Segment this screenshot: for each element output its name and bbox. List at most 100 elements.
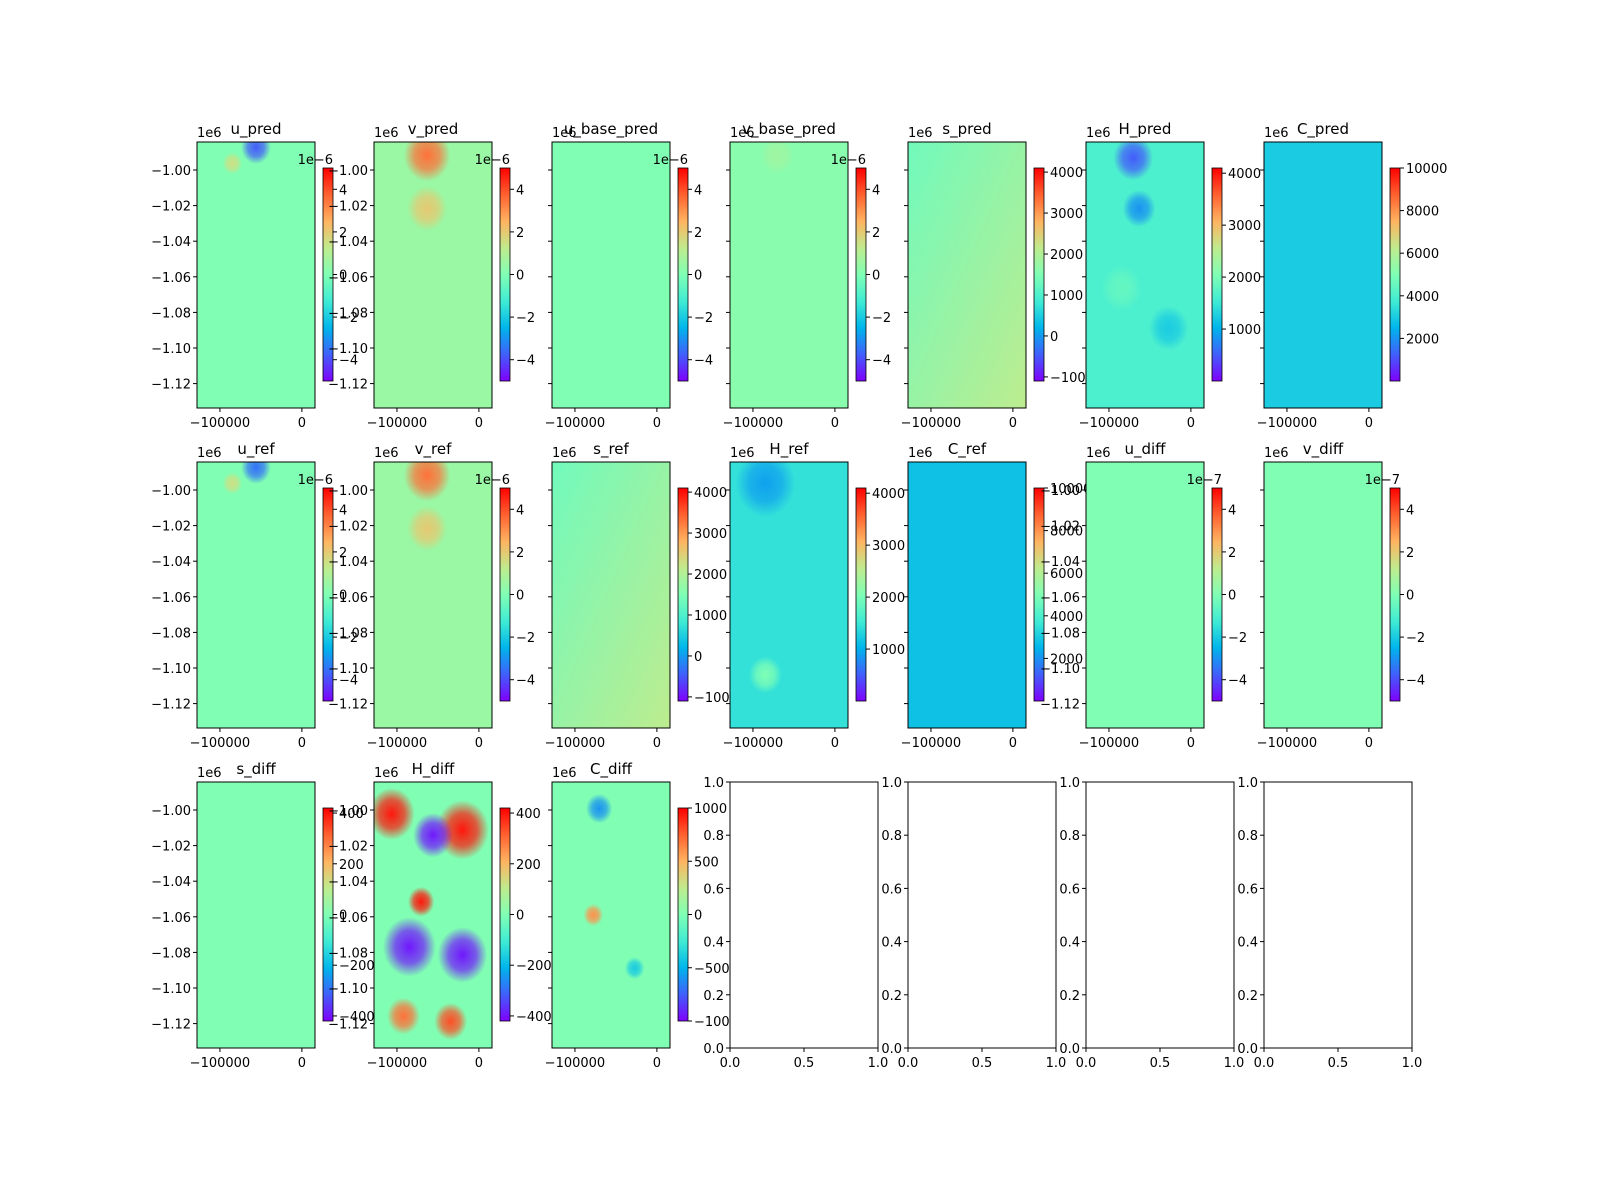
axes-frame [1263,461,1383,729]
y-tick-label: 0.0 [703,1042,724,1057]
colorbar-tick-label: 4000 [872,487,905,502]
colorbar [1033,487,1045,702]
panel-title: C_ref [948,440,987,459]
y-tick-label: 0.8 [881,829,902,844]
panel-H_pred: H_pred 1e6 −100000 0 1000 2000 3000 4000 [1079,120,1261,431]
heatmap-field [552,142,670,408]
panel-title: u_diff [1124,440,1166,459]
heatmap-feature [241,142,271,165]
panel-title: C_pred [1297,120,1349,139]
axes-frame [1085,461,1205,729]
x-tick-label: 0 [1187,736,1195,751]
y-tick-label: −1.10 [151,982,191,997]
colorbar-tick-label: 3000 [694,527,727,542]
y-tick-label: −1.06 [151,591,191,606]
heatmap-feature [585,793,613,824]
y-tick-label: 0.4 [703,936,724,951]
heatmap-background [552,462,670,728]
panel-title: v_diff [1303,440,1344,459]
heatmap-field [197,142,315,408]
heatmap-field [374,142,492,408]
x-tick-label: 0 [1009,736,1017,751]
axes-frame [551,781,671,1049]
y-tick-label: −1.02 [1040,520,1080,535]
y-tick-label: 1.0 [1059,776,1080,791]
y-tick-label: −1.08 [328,626,368,641]
x-tick-label: −100000 [1079,416,1140,431]
y-tick-label: 1.0 [1237,776,1258,791]
heatmap-field [1086,142,1204,408]
y-tick-label: −1.00 [328,164,368,179]
y-tick-label: −1.06 [328,911,368,926]
heatmap-background [552,142,670,408]
panel-title: v_base_pred [742,120,836,139]
colorbar-tick-label: −500 [694,962,730,977]
colorbar-tick-label: 2000 [694,568,727,583]
colorbar [499,807,511,1022]
colorbar-tick-label: −2 [339,631,358,646]
colorbar-tick-label: 0 [516,589,524,604]
colorbar-tick-label: 2 [516,226,524,241]
panel-title: u_base_pred [564,120,658,139]
colorbar [1211,167,1223,382]
heatmap-field [197,462,315,728]
panel-s_diff: s_diff 1e6 −100000 0 −1.00 −1.02 −1.04 −1.06 −1.… [151,760,375,1071]
y-offset-label: 1e6 [1086,446,1111,461]
x-tick-label: 0.5 [1150,1056,1171,1071]
heatmap-background [552,782,670,1048]
colorbar-tick-label: 2000 [1050,652,1083,667]
x-tick-label: 0.0 [1254,1056,1275,1071]
y-offset-label: 1e6 [552,766,577,781]
heatmap-field [1264,142,1382,408]
heatmap-feature [374,787,415,840]
colorbar-tick-label: 2 [1228,546,1236,561]
colorbar-tick-label: −2 [516,311,535,326]
heatmap-feature [241,462,271,485]
y-tick-label: −1.02 [328,520,368,535]
heatmap-background [908,462,1026,728]
y-tick-label: 1.0 [881,776,902,791]
x-tick-label: 1.0 [868,1056,889,1071]
x-tick-label: 0 [475,416,483,431]
colorbar-offset-label: 1e−7 [1365,473,1400,488]
y-tick-label: −1.00 [151,804,191,819]
axes-frame [1085,141,1205,409]
y-tick-label: −1.04 [328,875,368,890]
y-tick-label: −1.06 [328,271,368,286]
colorbar-tick-label: 2 [872,226,880,241]
colorbar-tick-label: 500 [694,855,719,870]
y-tick-label: −1.08 [151,946,191,961]
axes-frame [729,781,879,1049]
y-offset-label: 1e6 [908,126,933,141]
heatmap-background [197,142,315,408]
x-tick-label: −100000 [545,1056,606,1071]
heatmap-feature [760,142,794,174]
heatmap-background [908,142,1026,408]
panel-u_diff: u_diff 1e6 −100000 0 −1.00 −1.02 −1.04 −1.06 −1.… [1040,440,1247,751]
y-tick-label: 0.2 [1237,989,1258,1004]
heatmap-feature [407,886,435,917]
panel-title: H_diff [412,760,455,779]
colorbar-tick-label: 0 [694,909,702,924]
colorbar-tick-label: −1000 [1050,371,1094,386]
colorbar-tick-label: 400 [516,807,541,822]
y-tick-label: −1.06 [151,271,191,286]
heatmap-feature [403,462,451,502]
y-tick-label: −1.04 [151,555,191,570]
colorbar-tick-label: 0 [339,909,347,924]
x-tick-label: 0 [831,736,839,751]
panel-v_diff: v_diff 1e6 −100000 0 −4 −2 0 2 4 1e−7 [1257,440,1425,751]
heatmap-field [908,462,1026,728]
colorbar-tick-label: −2 [1228,631,1247,646]
colorbar-tick-label: 3000 [1050,207,1083,222]
colorbar-tick-label: 4000 [694,486,727,501]
y-tick-label: −1.00 [1040,484,1080,499]
panel-title: u_pred [230,120,281,139]
heatmap-field [374,462,492,728]
colorbar-tick-label: −4 [1228,674,1247,689]
x-tick-label: 0 [653,736,661,751]
panel-title: C_diff [590,760,633,779]
x-tick-label: −100000 [545,416,606,431]
